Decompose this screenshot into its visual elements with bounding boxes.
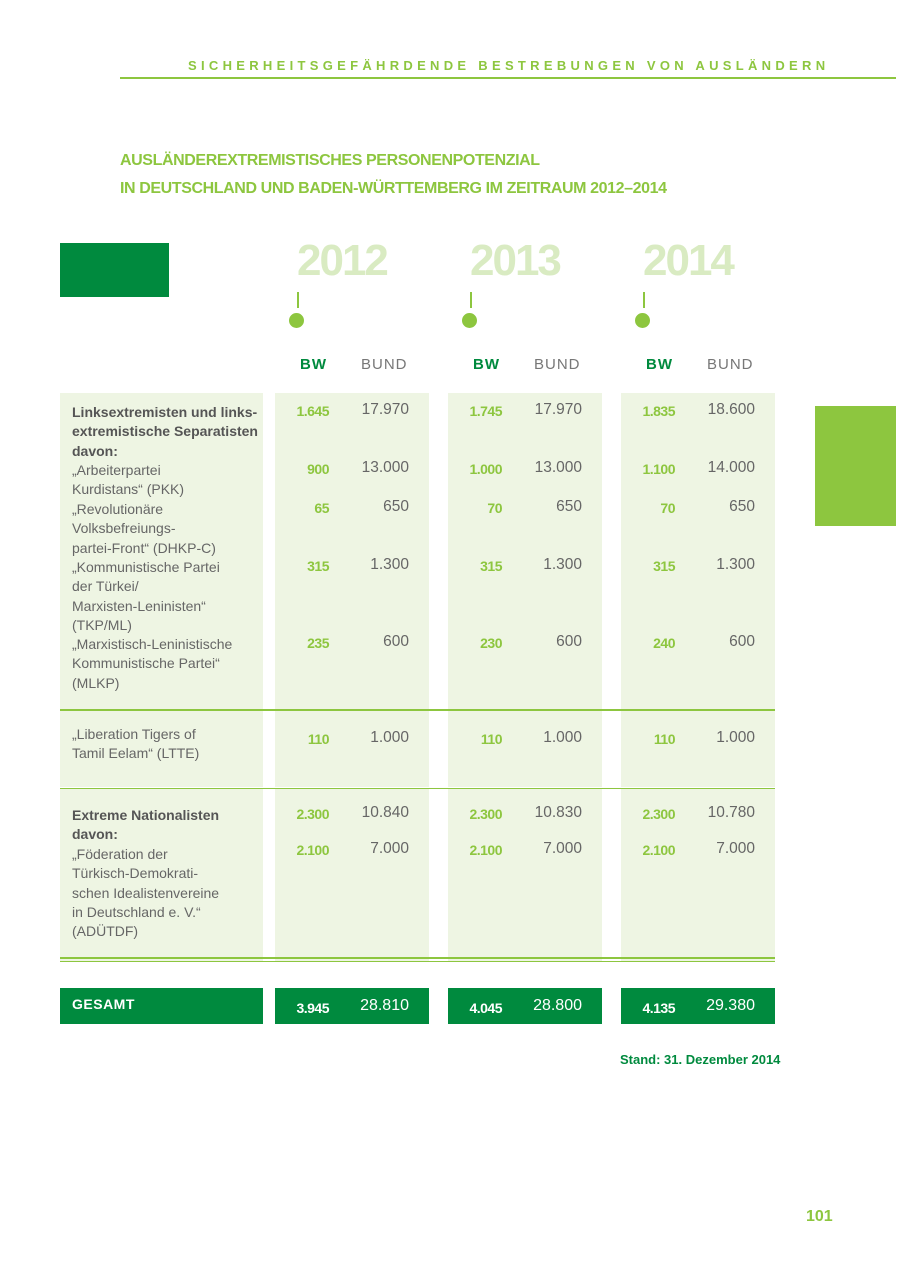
value-bund: 17.970 [361,401,409,418]
row-label: Linksextremisten und links- extremistisc… [72,404,258,459]
row-separator [60,957,775,959]
value-bund: 1.000 [543,729,582,746]
value-bw: 110 [653,731,676,747]
column-header-bund: BUND [361,356,408,373]
value-bund: 7.000 [716,840,755,857]
row-label: „Föderation der Türkisch-Demokrati- sche… [72,846,220,940]
value-bw: 315 [307,558,329,574]
header-rule [120,77,896,79]
value-bund: 18.600 [707,401,755,418]
year-panel-2012 [275,393,429,961]
row-separator [60,788,775,789]
value-bw: 110 [307,731,330,747]
value-bw: 70 [487,500,502,516]
chapter-side-tab [815,406,896,526]
total-bw: 4.045 [469,1000,502,1016]
value-bw: 2.300 [296,806,329,822]
year-heading: 2013 [470,236,562,285]
value-bw: 1.835 [642,403,675,419]
year-dot [462,313,477,328]
year-dot [289,313,304,328]
value-bw: 235 [307,635,329,651]
value-bw: 1.645 [296,403,329,419]
value-bund: 1.000 [716,729,755,746]
total-bar-2012 [275,988,429,1024]
total-bund: 28.810 [360,997,409,1014]
row-label: Extreme Nationalisten davon: [72,807,220,843]
year-dot [635,313,650,328]
running-header: SICHERHEITSGEFÄHRDENDE BESTREBUNGEN VON … [188,58,830,73]
row-label: „Revolutionäre Volksbefreiungs- partei-F… [72,501,216,556]
value-bw: 240 [653,635,675,651]
value-bund: 650 [556,498,582,515]
value-bw: 70 [660,500,675,516]
value-bw: 2.100 [296,842,329,858]
row-label: „Liberation Tigers of Tamil Eelam“ (LTTE… [72,726,200,762]
value-bund: 7.000 [370,840,409,857]
table-title-line-2: IN DEUTSCHLAND UND BADEN-WÜRTTEMBERG IM … [120,180,667,197]
value-bund: 14.000 [707,459,755,476]
column-header-bund: BUND [534,356,581,373]
decorative-green-block [60,243,169,297]
value-bund: 1.300 [370,556,409,573]
value-bw: 230 [480,635,502,651]
total-bw: 3.945 [296,1000,329,1016]
value-bund: 7.000 [543,840,582,857]
value-bw: 315 [480,558,502,574]
value-bund: 1.000 [370,729,409,746]
value-bund: 600 [556,633,582,650]
value-bw: 2.300 [642,806,675,822]
page-number: 101 [806,1208,833,1225]
value-bund: 10.830 [534,804,582,821]
value-bund: 1.300 [716,556,755,573]
value-bw: 1.000 [469,461,502,477]
value-bund: 600 [729,633,755,650]
total-bund: 29.380 [706,997,755,1014]
row-label: „Arbeiterpartei Kurdistans“ (PKK) [72,462,185,498]
total-label-bar [60,988,263,1024]
value-bund: 650 [383,498,409,515]
year-tick-mark [470,292,472,308]
value-bund: 10.780 [707,804,755,821]
value-bw: 1.100 [642,461,675,477]
value-bund: 10.840 [361,804,409,821]
value-bund: 650 [729,498,755,515]
total-bw: 4.135 [642,1000,675,1016]
year-heading: 2014 [643,236,735,285]
year-panel-2014 [621,393,775,961]
row-label: „Marxistisch-Leninistische Kommunistisch… [72,636,233,691]
column-header-bw: BW [300,356,327,373]
total-bar-2014 [621,988,775,1024]
row-label: „Kommunistische Partei der Türkei/ Marxi… [72,559,220,633]
value-bund: 13.000 [361,459,409,476]
value-bw: 1.745 [469,403,502,419]
value-bw: 315 [653,558,675,574]
year-heading: 2012 [297,236,389,285]
year-tick-mark [643,292,645,308]
value-bund: 17.970 [534,401,582,418]
value-bw: 65 [314,500,329,516]
value-bund: 13.000 [534,459,582,476]
row-separator [60,961,775,962]
column-header-bw: BW [473,356,500,373]
value-bund: 600 [383,633,409,650]
total-bund: 28.800 [533,997,582,1014]
value-bw: 2.300 [469,806,502,822]
value-bund: 1.300 [543,556,582,573]
label-panel [60,393,263,961]
total-label: GESAMT [72,996,135,1012]
table-title-line-1: AUSLÄNDEREXTREMISTISCHES PERSONENPOTENZI… [120,152,540,169]
value-bw: 2.100 [642,842,675,858]
year-tick-mark [297,292,299,308]
total-bar-2013 [448,988,602,1024]
column-header-bund: BUND [707,356,754,373]
status-date-note: Stand: 31. Dezember 2014 [620,1052,781,1067]
value-bw: 110 [480,731,503,747]
year-panel-2013 [448,393,602,961]
column-header-bw: BW [646,356,673,373]
value-bw: 2.100 [469,842,502,858]
row-separator [60,709,775,711]
value-bw: 900 [307,461,329,477]
